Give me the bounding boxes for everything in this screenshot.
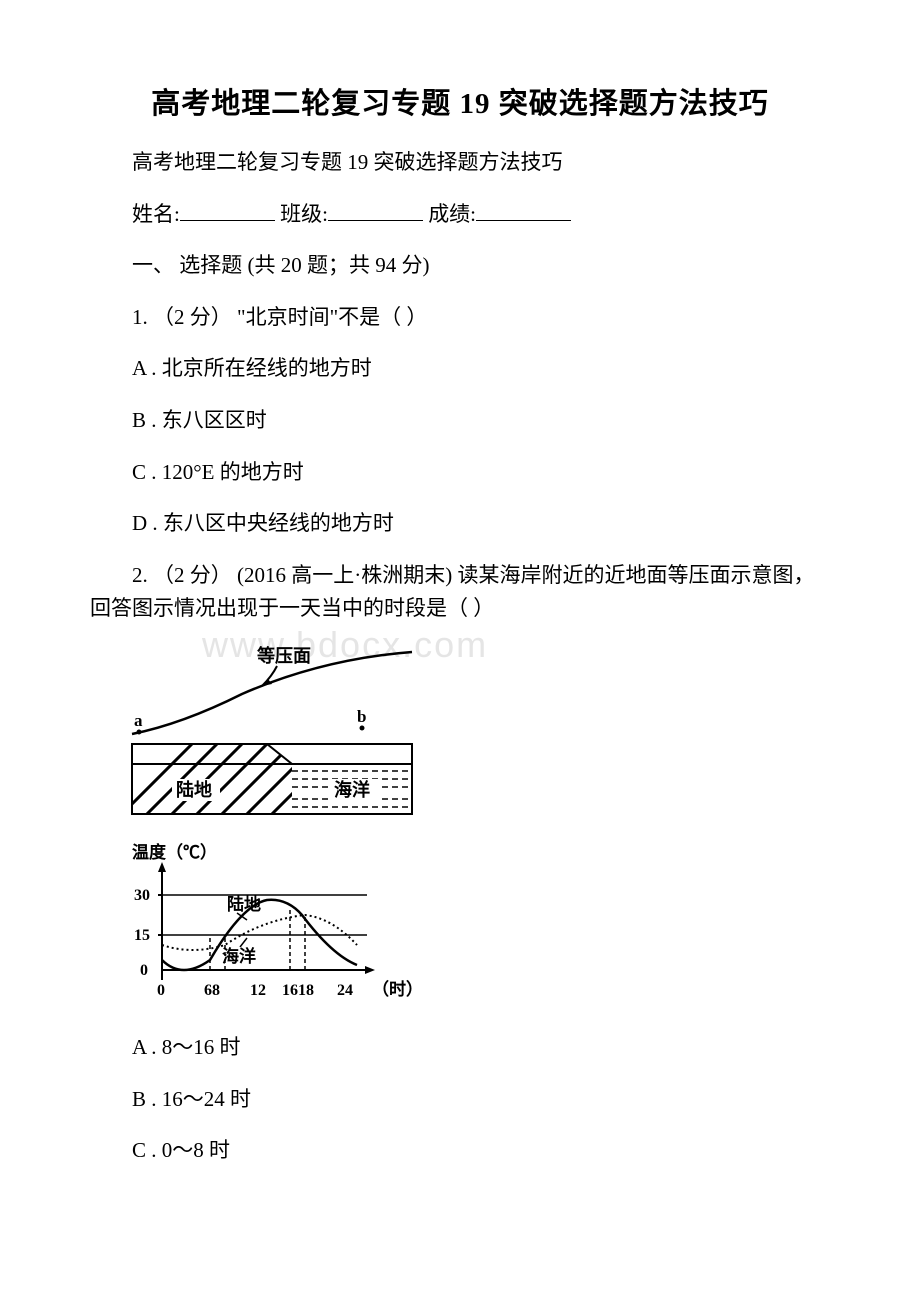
x-axis-label: （时）	[372, 979, 423, 999]
q1-stem: "北京时间"不是（ ）	[237, 305, 427, 329]
form-line: 姓名: 班级: 成绩:	[90, 198, 830, 232]
question-1: 1. （2 分） "北京时间"不是（ ）	[90, 301, 830, 335]
y-axis-arrow	[158, 862, 166, 872]
xtick-68: 68	[204, 982, 220, 999]
point-a-label: a	[134, 711, 143, 730]
isobar-diagram: 等压面 a b	[122, 644, 422, 819]
xtick-1618: 1618	[282, 982, 314, 999]
ocean-curve-label: 海洋	[222, 946, 256, 966]
point-a-dot	[137, 729, 142, 734]
land-curve-label: 陆地	[227, 894, 261, 914]
question-2: 2. （2 分） (2016 高一上·株洲期末) 读某海岸附近的近地面等压面示意…	[90, 559, 830, 626]
q2-option-a: A . 8～16 时	[90, 1031, 830, 1065]
land-label: 陆地	[176, 779, 212, 800]
ytick-15: 15	[134, 927, 150, 944]
diagram-1-container: www.bdocx.com 等压面 a b	[122, 644, 830, 824]
q2-context: (2016 高一上·株洲期末)	[237, 563, 457, 587]
isobar-label: 等压面	[257, 645, 311, 666]
q2-number: 2.	[132, 563, 148, 587]
xtick-12: 12	[250, 982, 266, 999]
q1-option-c: C . 120°E 的地方时	[90, 456, 830, 490]
q1-option-d: D . 东八区中央经线的地方时	[90, 507, 830, 541]
q1-number: 1.	[132, 305, 148, 329]
class-blank	[328, 200, 423, 221]
score-blank	[476, 200, 571, 221]
class-label: 班级:	[280, 202, 328, 226]
temperature-chart: 温度（℃） 0 15 30 0 68 12 1618 24 陆地 海洋	[122, 840, 432, 1010]
subtitle: 高考地理二轮复习专题 19 突破选择题方法技巧	[90, 146, 830, 180]
name-label: 姓名:	[132, 202, 180, 226]
x-axis-arrow	[365, 966, 375, 974]
section-header: 一、 选择题 (共 20 题；共 94 分)	[90, 249, 830, 283]
q2-option-b: B . 16～24 时	[90, 1083, 830, 1117]
xtick-0: 0	[157, 982, 165, 999]
xtick-24: 24	[337, 982, 353, 999]
y-axis-label: 温度（℃）	[132, 842, 217, 862]
name-blank	[180, 200, 275, 221]
q1-points: （2 分）	[153, 305, 232, 329]
diagram-2-container: 温度（℃） 0 15 30 0 68 12 1618 24 陆地 海洋	[122, 840, 830, 1015]
ytick-0: 0	[140, 962, 148, 979]
q2-points: （2 分）	[153, 563, 232, 587]
q2-option-c: C . 0～8 时	[90, 1134, 830, 1168]
page-title: 高考地理二轮复习专题 19 突破选择题方法技巧	[90, 80, 830, 122]
score-label: 成绩:	[428, 202, 476, 226]
point-b-label: b	[357, 707, 366, 726]
ocean-label: 海洋	[334, 779, 370, 800]
ytick-30: 30	[134, 887, 150, 904]
q1-option-b: B . 东八区区时	[90, 404, 830, 438]
point-b-dot	[360, 725, 365, 730]
q1-option-a: A . 北京所在经线的地方时	[90, 352, 830, 386]
